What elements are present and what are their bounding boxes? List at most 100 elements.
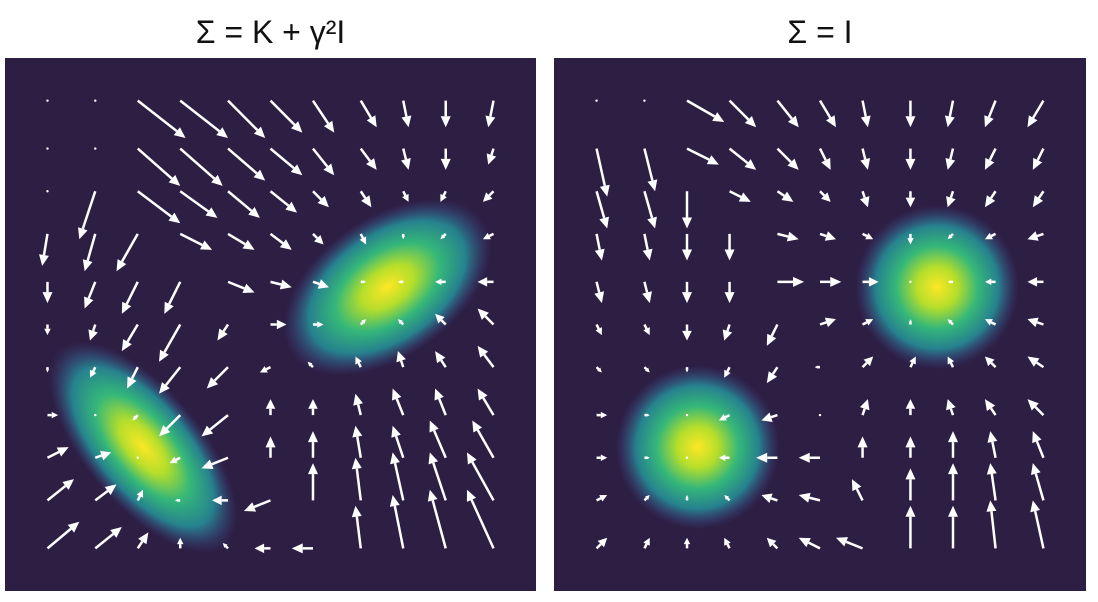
- vector-arrow: [94, 484, 117, 502]
- vector-arrow: [595, 323, 602, 336]
- vector-arrow: [360, 280, 367, 284]
- vector-arrow: [776, 147, 799, 170]
- vector-arrow: [1030, 500, 1045, 549]
- vector-arrow: [835, 537, 864, 550]
- vector-arrow: [466, 452, 495, 501]
- vector-arrow: [169, 456, 181, 464]
- vector-arrow: [777, 276, 805, 287]
- vector-arrow: [359, 233, 367, 245]
- vector-arrow: [1027, 99, 1045, 128]
- vector-arrow: [44, 324, 51, 336]
- vector-arrow: [946, 399, 956, 416]
- vector-arrow: [227, 232, 255, 250]
- vector-arrow: [945, 148, 956, 170]
- vector-arrow: [435, 313, 447, 326]
- vector-arrow: [984, 356, 997, 369]
- vector-arrow: [860, 148, 871, 170]
- vector-arrow: [946, 190, 956, 208]
- vector-arrow: [307, 463, 318, 501]
- vector-arrow: [642, 281, 652, 304]
- vector-arrow: [595, 537, 608, 550]
- vector-arrow: [798, 492, 821, 503]
- vector-arrow: [121, 323, 139, 352]
- vector-arrow: [312, 233, 324, 245]
- vector-arrow: [46, 521, 80, 550]
- vector-arrow: [270, 319, 287, 330]
- vector-arrow: [132, 414, 139, 421]
- vector-arrow: [905, 191, 916, 208]
- vector-arrow: [217, 323, 230, 341]
- vector-arrow: [307, 431, 318, 458]
- vector-arrow: [359, 99, 377, 128]
- vector-arrow: [477, 277, 494, 287]
- vector-arrow: [594, 233, 605, 261]
- vector-arrow: [179, 99, 229, 138]
- vector-arrow: [227, 99, 266, 138]
- vector-arrow: [643, 537, 650, 549]
- vector-arrow: [121, 281, 139, 314]
- vector-arrow: [984, 399, 997, 416]
- vector-arrow: [46, 99, 49, 102]
- vector-arrow: [482, 232, 495, 240]
- vector-arrow: [948, 463, 958, 501]
- vector-arrow: [682, 233, 692, 261]
- vector-arrow: [644, 456, 650, 460]
- vector-arrow: [905, 100, 916, 128]
- vector-arrow: [158, 414, 182, 437]
- vector-arrow: [984, 232, 997, 240]
- vector-arrow: [819, 190, 831, 202]
- vector-arrow: [39, 233, 49, 266]
- vector-arrow: [435, 278, 446, 286]
- vector-arrow: [351, 457, 363, 501]
- vector-arrow: [724, 366, 731, 378]
- vector-arrow: [440, 233, 447, 240]
- vector-arrow: [776, 190, 794, 202]
- vector-arrow: [908, 319, 913, 325]
- vector-arrow: [905, 399, 916, 416]
- vector-arrow: [269, 99, 303, 133]
- vector-arrow: [643, 148, 658, 192]
- vector-arrow: [729, 190, 751, 202]
- density-blob-2: [855, 205, 1019, 370]
- vector-arrow: [158, 366, 182, 394]
- vector-arrow: [397, 280, 404, 284]
- vector-arrow: [686, 147, 719, 165]
- vector-arrow: [390, 452, 405, 501]
- vector-arrow: [177, 537, 184, 549]
- vector-arrow: [777, 231, 799, 242]
- vector-arrow: [766, 323, 779, 346]
- vector-arrow: [766, 366, 779, 384]
- vector-arrow: [227, 147, 266, 181]
- vector-arrow: [359, 319, 367, 326]
- vector-arrow: [269, 190, 298, 213]
- vector-arrow: [47, 411, 59, 419]
- density-blob-1: [48, 341, 238, 553]
- vector-arrow: [351, 505, 363, 549]
- vector-arrow: [359, 147, 377, 170]
- vector-arrow: [94, 450, 112, 461]
- vector-arrow: [685, 495, 689, 501]
- vector-arrow: [862, 232, 874, 240]
- vector-arrow: [798, 452, 820, 463]
- vector-arrow: [643, 99, 646, 102]
- vector-arrow: [722, 324, 733, 341]
- vector-arrow: [440, 148, 451, 170]
- vector-arrow: [683, 537, 691, 549]
- vector-arrow: [397, 319, 405, 326]
- vector-arrow: [905, 436, 916, 458]
- vector-arrow: [718, 454, 730, 461]
- vector-arrow: [947, 319, 954, 326]
- vector-arrow: [270, 279, 292, 290]
- vector-arrow: [259, 366, 272, 373]
- vector-arrow: [391, 425, 405, 459]
- vector-arrow: [596, 495, 608, 502]
- vector-arrow: [644, 413, 650, 417]
- vector-arrow: [862, 319, 874, 326]
- vector-arrow: [682, 281, 692, 304]
- vector-arrow: [776, 99, 799, 128]
- vector-arrow: [94, 99, 97, 102]
- vector-arrow: [728, 147, 757, 170]
- vector-arrow: [984, 319, 997, 326]
- vector-arrow: [761, 412, 778, 422]
- vector-arrow: [686, 99, 725, 122]
